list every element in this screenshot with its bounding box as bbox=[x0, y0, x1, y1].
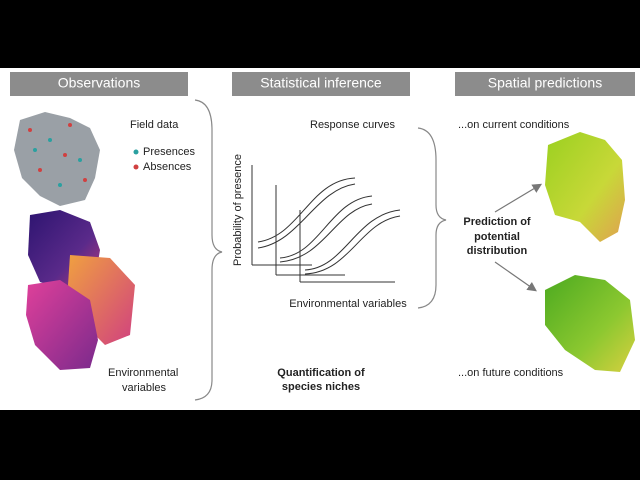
brace bbox=[417, 127, 447, 309]
caption: Prediction of bbox=[463, 216, 531, 228]
label: Field data bbox=[130, 119, 179, 131]
label: Response curves bbox=[310, 119, 395, 131]
response-curves bbox=[251, 165, 401, 283]
brace bbox=[194, 99, 223, 401]
header: Observations bbox=[58, 75, 140, 91]
field-data-map bbox=[14, 112, 100, 206]
caption: potential bbox=[474, 231, 520, 243]
header-box bbox=[232, 72, 410, 96]
arrow bbox=[494, 183, 543, 213]
points bbox=[28, 123, 87, 187]
current-map bbox=[545, 132, 625, 242]
header: Spatial predictions bbox=[488, 75, 602, 91]
absence-dot bbox=[133, 164, 139, 170]
caption: Quantification of bbox=[277, 367, 365, 379]
future-map bbox=[545, 275, 635, 372]
caption: distribution bbox=[467, 245, 528, 257]
header-box bbox=[455, 72, 635, 96]
axis-label: Probability of presence bbox=[232, 154, 244, 266]
header-box bbox=[10, 72, 188, 96]
env-map bbox=[26, 280, 98, 370]
arrow bbox=[494, 261, 537, 292]
axis-label: Environmental variables bbox=[289, 298, 407, 310]
header: Statistical inference bbox=[260, 75, 382, 91]
label: ...on future conditions bbox=[458, 367, 564, 379]
content-area bbox=[0, 68, 640, 410]
presence-dot bbox=[133, 149, 139, 155]
legend-label: Absences bbox=[143, 161, 192, 173]
caption: species niches bbox=[282, 381, 360, 393]
label: Environmental bbox=[108, 367, 178, 379]
legend-label: Presences bbox=[143, 146, 195, 158]
label: ...on current conditions bbox=[458, 119, 570, 131]
label: variables bbox=[122, 382, 167, 394]
